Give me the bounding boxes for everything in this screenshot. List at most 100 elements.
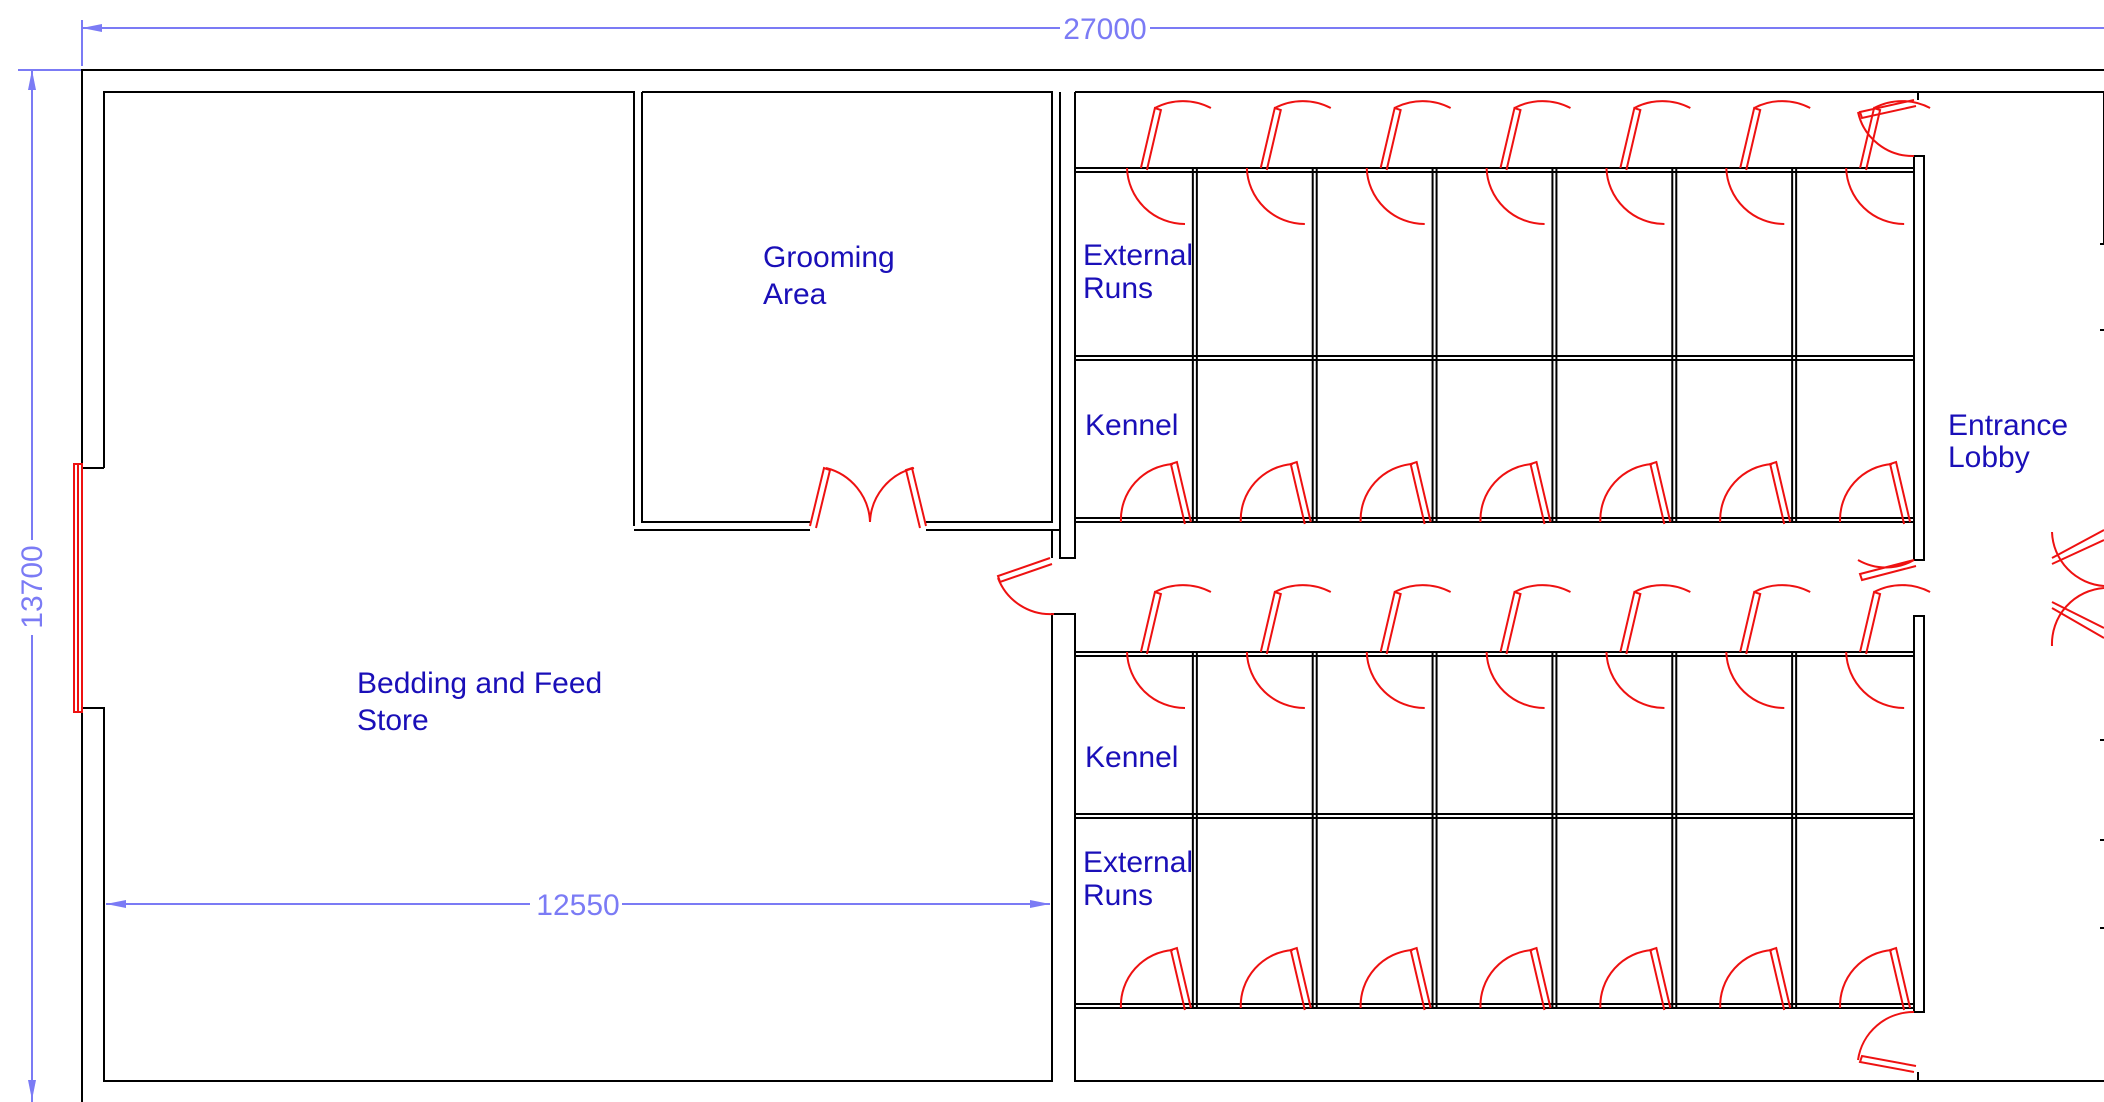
run-door xyxy=(1619,584,1691,655)
kennel-door-arc xyxy=(1479,949,1533,1009)
kennel-door-arc xyxy=(1359,949,1413,1009)
kennel-door xyxy=(1649,460,1672,525)
run-door xyxy=(1739,584,1811,655)
run-door-arc xyxy=(1725,651,1785,709)
run-door-arc xyxy=(1845,651,1905,709)
kennel-door-arc xyxy=(1359,463,1413,523)
kennel-door xyxy=(1289,946,1312,1011)
kennel-door xyxy=(1769,460,1792,525)
grooming-walls xyxy=(634,91,1076,559)
kennel-door-arc xyxy=(1719,949,1773,1009)
run-door xyxy=(1499,584,1571,655)
kennel-partition xyxy=(1551,652,1558,1008)
run-door xyxy=(1859,584,1931,655)
run-door xyxy=(1379,100,1452,171)
kennel-door xyxy=(1409,460,1432,525)
run-door-arc xyxy=(1485,651,1545,709)
run-door-arc xyxy=(1605,167,1665,225)
kennel-door-arc xyxy=(1239,463,1293,523)
run-door xyxy=(1499,100,1571,171)
kennel-wall-mid xyxy=(1075,355,1914,361)
kennel-door xyxy=(1888,946,1912,1011)
run-door-arc xyxy=(1245,167,1305,225)
walls xyxy=(81,69,2104,1102)
run-door xyxy=(1739,100,1811,171)
kennel-partition xyxy=(1551,168,1558,522)
kennel-partition xyxy=(1311,168,1318,522)
run-door xyxy=(1619,100,1691,171)
kennel-door xyxy=(1289,460,1312,525)
grooming-area-label: Grooming Area xyxy=(763,241,903,311)
kennel-door xyxy=(1529,460,1552,525)
run-door-arc xyxy=(1365,651,1425,709)
kennel-partition xyxy=(1191,168,1198,522)
kennel-door-arc xyxy=(1839,463,1893,523)
run-door-arc xyxy=(1245,651,1305,709)
kennel-door-arc xyxy=(1719,463,1773,523)
run-door xyxy=(1259,584,1332,655)
window-left xyxy=(73,463,83,713)
kennel-partition xyxy=(1311,652,1318,1008)
overall-height-dim: 13700 xyxy=(16,545,49,628)
store-label-line1: Bedding and Feed xyxy=(357,667,602,700)
overall-width-dim: 27000 xyxy=(1063,13,1146,46)
runs-top-label: External Runs xyxy=(1083,239,1201,305)
kennel-door xyxy=(1169,946,1192,1011)
grooming-double-door xyxy=(809,466,927,529)
grooming-label-line1: Grooming xyxy=(763,241,895,274)
run-door-arc xyxy=(1485,167,1545,225)
store-corridor-door xyxy=(996,557,1055,616)
run-door-arc xyxy=(1725,167,1785,225)
kennel-partition xyxy=(1431,168,1438,522)
kennel-door xyxy=(1529,946,1552,1011)
kennel-door xyxy=(1888,460,1912,525)
run-door-arc xyxy=(1365,167,1425,225)
kennel-door xyxy=(1169,460,1192,525)
store-width-dim: 12550 xyxy=(536,889,619,922)
run-door-arc xyxy=(1605,651,1665,709)
kennel-door-arc xyxy=(1119,949,1173,1009)
lobby-label-line2: Lobby xyxy=(1948,441,2030,474)
run-door-arc xyxy=(1845,167,1905,225)
kennel-partition xyxy=(1191,652,1198,1008)
kennel-wall-bottom xyxy=(1075,517,1914,523)
kennel-wall-bottom xyxy=(1075,1003,1914,1009)
lobby-label-line1: Entrance xyxy=(1948,409,2068,442)
kennel-door xyxy=(1769,946,1792,1011)
runs-bottom-label: External Runs xyxy=(1083,846,1201,912)
kennel-block xyxy=(1075,167,1914,1009)
runs-top-line2: Runs xyxy=(1083,272,1153,305)
lobby-label: Entrance Lobby xyxy=(1948,409,2076,474)
run-door xyxy=(1259,100,1332,171)
runs-bottom-line1: External xyxy=(1083,846,1193,879)
kennel-top-label: Kennel xyxy=(1085,409,1178,442)
runs-top-line1: External xyxy=(1083,239,1193,272)
store-label: Bedding and Feed Store xyxy=(357,667,611,737)
grooming-label-line2: Area xyxy=(763,278,827,311)
kennel-partition xyxy=(1671,168,1678,522)
kennel-wall-top xyxy=(1075,651,1914,657)
kennel-door xyxy=(1409,946,1432,1011)
lobby-doors xyxy=(1857,99,2104,1073)
kennel-partition xyxy=(1791,168,1798,522)
run-door-arc xyxy=(1126,651,1186,709)
kennel-wall-top xyxy=(1075,167,1914,173)
kennel-wall-mid xyxy=(1075,813,1914,819)
kennel-partition xyxy=(1671,652,1678,1008)
store-label-line2: Store xyxy=(357,704,429,737)
doors xyxy=(1119,100,1931,1011)
kennel-door xyxy=(1649,946,1672,1011)
kennel-door-arc xyxy=(1839,949,1893,1009)
kennel-door-arc xyxy=(1239,949,1293,1009)
run-door xyxy=(1379,584,1452,655)
run-door xyxy=(1139,100,1212,171)
dimension-lines xyxy=(18,20,2104,1102)
kennel-partition xyxy=(1431,652,1438,1008)
run-door-arc xyxy=(1126,167,1186,225)
kennel-door-arc xyxy=(1479,463,1533,523)
runs-bottom-line2: Runs xyxy=(1083,879,1153,912)
kennel-door-arc xyxy=(1599,463,1653,523)
kennel-door-arc xyxy=(1119,463,1173,523)
kennel-bottom-label: Kennel xyxy=(1085,741,1178,774)
